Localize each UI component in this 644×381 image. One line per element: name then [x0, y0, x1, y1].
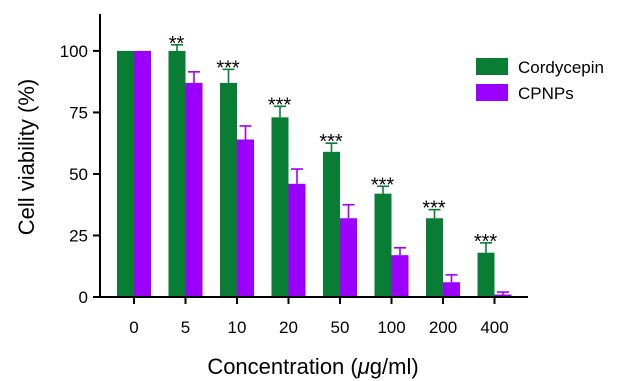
bar-cordycepin-200: [426, 218, 443, 297]
legend-label-cpnps: CPNPs: [518, 84, 574, 103]
legend-swatch-cordycepin: [476, 58, 508, 75]
x-tick-label-100: 100: [377, 318, 405, 337]
x-axis-title-prefix: Concentration (: [207, 354, 358, 379]
y-tick-label-75: 75: [69, 103, 88, 122]
y-tick-label-50: 50: [69, 165, 88, 184]
bar-cordycepin-10: [220, 82, 237, 297]
significance-marker-10: ***: [216, 57, 240, 79]
y-ticks: 0 25 50 75 100: [60, 42, 100, 307]
legend: Cordycepin CPNPs: [476, 58, 604, 103]
bar-cordycepin-50: [323, 151, 340, 297]
bar-cpnps-200: [443, 282, 460, 297]
bar-cordycepin-400: [477, 252, 495, 297]
error-bars-layer: [171, 43, 509, 295]
significance-marker-400: ***: [474, 231, 498, 253]
significance-marker-50: ***: [319, 131, 343, 153]
bar-cordycepin-100: [374, 193, 392, 297]
legend-label-cordycepin: Cordycepin: [518, 58, 604, 77]
y-tick-label-100: 100: [60, 42, 88, 61]
significance-marker-100: ***: [371, 174, 395, 196]
bar-cordycepin-5: [168, 50, 186, 298]
x-axis-title-unit: μ: [357, 354, 370, 379]
bars-layer: [117, 50, 512, 298]
bar-cordycepin-20: [271, 117, 289, 297]
significance-marker-20: ***: [268, 94, 292, 116]
x-tick-label-10: 10: [228, 318, 247, 337]
x-tick-label-0: 0: [129, 318, 138, 337]
x-tick-label-400: 400: [480, 318, 508, 337]
bar-cpnps-20: [288, 183, 306, 297]
legend-swatch-cpnps: [476, 84, 508, 101]
x-tick-label-200: 200: [429, 318, 457, 337]
significance-marker-200: ***: [422, 198, 446, 220]
bar-cpnps-50: [340, 218, 357, 297]
bar-cpnps-400: [494, 294, 512, 297]
bar-cpnps-0: [134, 50, 151, 298]
bar-cpnps-10: [237, 139, 254, 297]
significance-layer: ********************: [169, 33, 498, 253]
bar-cpnps-100: [391, 255, 409, 297]
x-tick-label-20: 20: [279, 318, 298, 337]
y-tick-label-0: 0: [79, 288, 88, 307]
x-ticks: 0 5 10 20 50 100 200 400: [129, 297, 509, 337]
x-axis-title: Concentration (μg/ml): [207, 354, 418, 379]
x-tick-label-5: 5: [181, 318, 190, 337]
bar-cpnps-5: [185, 82, 203, 297]
significance-marker-5: **: [169, 33, 185, 55]
y-tick-label-25: 25: [69, 226, 88, 245]
x-tick-label-50: 50: [331, 318, 350, 337]
y-axis-title: Cell viability (%): [14, 79, 39, 235]
bar-cordycepin-0: [117, 50, 134, 298]
x-axis-title-suffix: g/ml): [370, 354, 419, 379]
